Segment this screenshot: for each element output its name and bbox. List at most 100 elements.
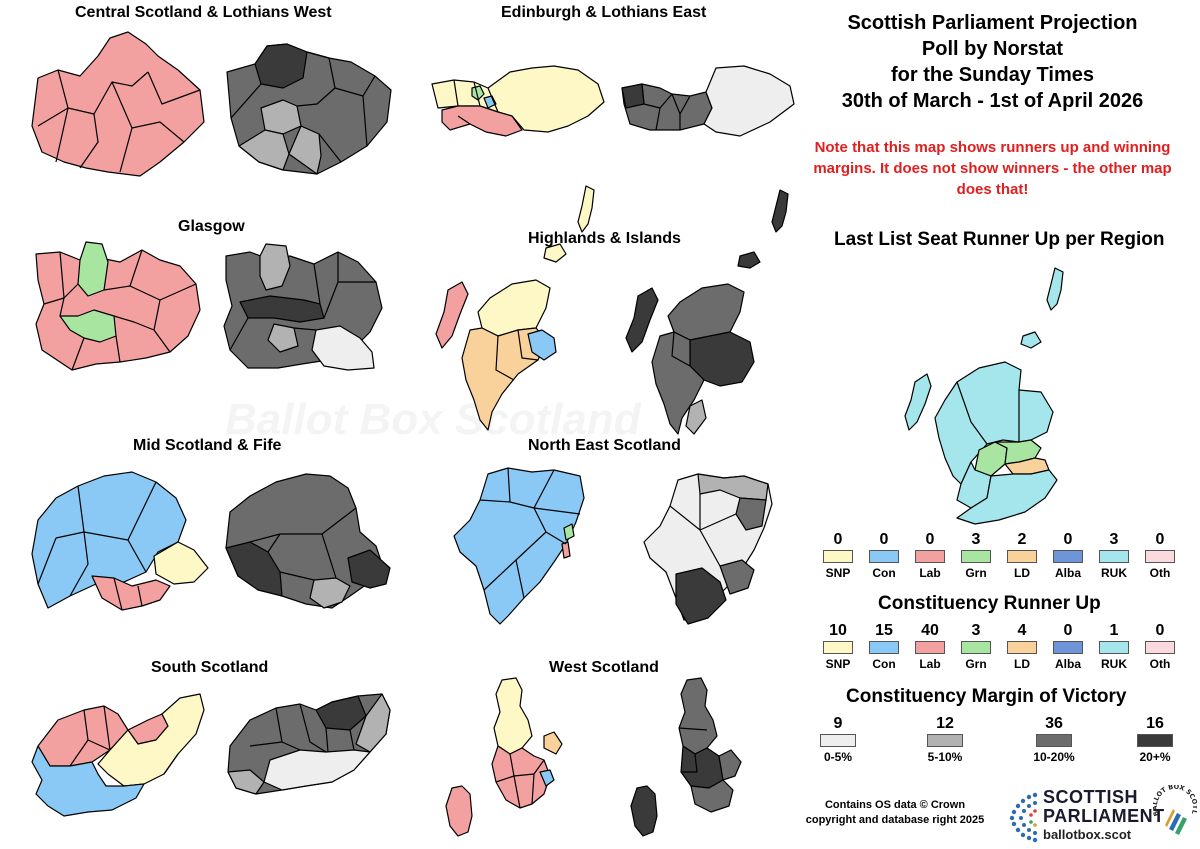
margin-band-0-5: 9 0-5% xyxy=(803,714,873,764)
const-legend-grn: 3 Grn xyxy=(956,621,996,671)
list-swatch-alba xyxy=(1053,550,1083,563)
list-legend-con: 0 Con xyxy=(864,530,904,580)
list-label-lab: Lab xyxy=(919,566,941,580)
const-count-lab: 40 xyxy=(921,622,939,639)
list-swatch-oth xyxy=(1145,550,1175,563)
list-swatch-con xyxy=(869,550,899,563)
logo-line-1: SCOTTISH xyxy=(1043,787,1139,807)
const-legend-lab: 40 Lab xyxy=(910,621,950,671)
const-swatch-ld xyxy=(1007,641,1037,654)
const-legend-con: 15 Con xyxy=(864,621,904,671)
mid-runner-up-map xyxy=(31,471,209,611)
northeast-runner-up-map xyxy=(453,467,585,625)
const-swatch-snp xyxy=(823,641,853,654)
constituency-runner-up-legend: 10 SNP 15 Con 40 Lab 3 Grn 4 LD 0 Alba 1… xyxy=(818,621,1186,671)
title-line-4: 30th of March - 1st of April 2026 xyxy=(841,90,1144,112)
const-legend-alba: 0 Alba xyxy=(1048,621,1088,671)
margin-swatch-10-20 xyxy=(1036,734,1072,747)
const-legend-snp: 10 SNP xyxy=(818,621,858,671)
const-swatch-oth xyxy=(1145,641,1175,654)
region-title-northeast: North East Scotland xyxy=(528,437,681,454)
const-swatch-grn xyxy=(961,641,991,654)
glasgow-runner-up-map xyxy=(35,241,201,371)
list-count-alba: 0 xyxy=(1063,531,1073,548)
title-line-1: Scottish Parliament Projection xyxy=(847,12,1138,34)
list-legend-snp: 0 SNP xyxy=(818,530,858,580)
margin-count-0-5: 9 xyxy=(833,715,843,732)
margin-heading: Constituency Margin of Victory xyxy=(846,686,1127,707)
const-legend-ruk: 1 RUK xyxy=(1094,621,1134,671)
const-label-con: Con xyxy=(872,657,896,671)
list-label-snp: SNP xyxy=(825,566,851,580)
margin-count-20-plus: 16 xyxy=(1146,715,1164,732)
const-label-ld: LD xyxy=(1014,657,1030,671)
margin-band-5-10: 12 5-10% xyxy=(910,714,980,764)
const-label-grn: Grn xyxy=(965,657,987,671)
const-label-ruk: RUK xyxy=(1101,657,1127,671)
list-legend-lab: 0 Lab xyxy=(910,530,950,580)
svg-text:BALLOT BOX SCOTLAND: BALLOT BOX SCOTLAND xyxy=(1153,785,1197,817)
const-label-oth: Oth xyxy=(1149,657,1171,671)
credits-line-2: copyright and database right 2025 xyxy=(805,814,985,826)
margin-label-5-10: 5-10% xyxy=(927,750,963,764)
const-count-grn: 3 xyxy=(971,622,981,639)
ballot-box-ring-icon: BALLOT BOX SCOTLAND xyxy=(1153,785,1197,835)
region-title-highlands: Highlands & Islands xyxy=(528,230,681,247)
margin-count-5-10: 12 xyxy=(936,715,954,732)
margin-label-0-5: 0-5% xyxy=(823,750,852,764)
list-label-oth: Oth xyxy=(1149,566,1171,580)
credits-line-1: Contains OS data © Crown xyxy=(824,799,966,811)
margin-swatch-0-5 xyxy=(820,734,856,747)
west-margin-map xyxy=(630,677,742,837)
list-legend-alba: 0 Alba xyxy=(1048,530,1088,580)
const-label-lab: Lab xyxy=(919,657,941,671)
logo-ring-text: BALLOT BOX SCOTLAND xyxy=(1153,785,1197,817)
list-label-ld: LD xyxy=(1014,566,1030,580)
glasgow-margin-map xyxy=(223,243,383,371)
margin-swatch-20-plus xyxy=(1137,734,1173,747)
list-count-grn: 3 xyxy=(971,531,981,548)
margin-label-10-20: 10-20% xyxy=(1033,750,1075,764)
region-title-central: Central Scotland & Lothians West xyxy=(75,4,332,21)
edinburgh-margin-map xyxy=(621,65,795,137)
mid-margin-map xyxy=(225,473,391,609)
list-count-lab: 0 xyxy=(925,531,935,548)
margin-swatch-5-10 xyxy=(927,734,963,747)
margin-label-20-plus: 20+% xyxy=(1139,750,1171,764)
const-legend-ld: 4 LD xyxy=(1002,621,1042,671)
constituency-runner-up-heading: Constituency Runner Up xyxy=(878,593,1101,614)
list-count-ld: 2 xyxy=(1017,531,1027,548)
region-title-edinburgh: Edinburgh & Lothians East xyxy=(501,4,707,21)
list-count-con: 0 xyxy=(879,531,889,548)
list-label-alba: Alba xyxy=(1054,566,1081,580)
margin-count-10-20: 36 xyxy=(1045,715,1063,732)
const-label-alba: Alba xyxy=(1054,657,1081,671)
parliament-dots-icon xyxy=(1009,792,1038,843)
watermark-text: Ballot Box Scotland xyxy=(225,395,641,445)
region-title-west: West Scotland xyxy=(549,659,659,676)
list-label-grn: Grn xyxy=(965,566,987,580)
south-runner-up-map xyxy=(31,693,205,817)
const-swatch-lab xyxy=(915,641,945,654)
south-margin-map xyxy=(227,693,391,795)
const-count-ruk: 1 xyxy=(1109,622,1119,639)
list-label-ruk: RUK xyxy=(1101,566,1127,580)
northeast-margin-map xyxy=(643,473,773,625)
const-label-snp: SNP xyxy=(825,657,851,671)
logo-line-2: PARLIAMENT xyxy=(1043,806,1165,826)
list-swatch-lab xyxy=(915,550,945,563)
const-count-alba: 0 xyxy=(1063,622,1073,639)
list-swatch-grn xyxy=(961,550,991,563)
highlands-runner-up-map xyxy=(435,185,595,431)
list-swatch-ruk xyxy=(1099,550,1129,563)
list-count-snp: 0 xyxy=(833,531,843,548)
const-count-ld: 4 xyxy=(1017,622,1027,639)
const-swatch-alba xyxy=(1053,641,1083,654)
region-title-south: South Scotland xyxy=(151,659,269,676)
central-margin-map xyxy=(226,43,392,175)
list-count-ruk: 3 xyxy=(1109,531,1119,548)
margin-band-20-plus: 16 20+% xyxy=(1120,714,1190,764)
edinburgh-runner-up-map xyxy=(431,65,605,137)
list-legend-grn: 3 Grn xyxy=(956,530,996,580)
list-legend-ld: 2 LD xyxy=(1002,530,1042,580)
